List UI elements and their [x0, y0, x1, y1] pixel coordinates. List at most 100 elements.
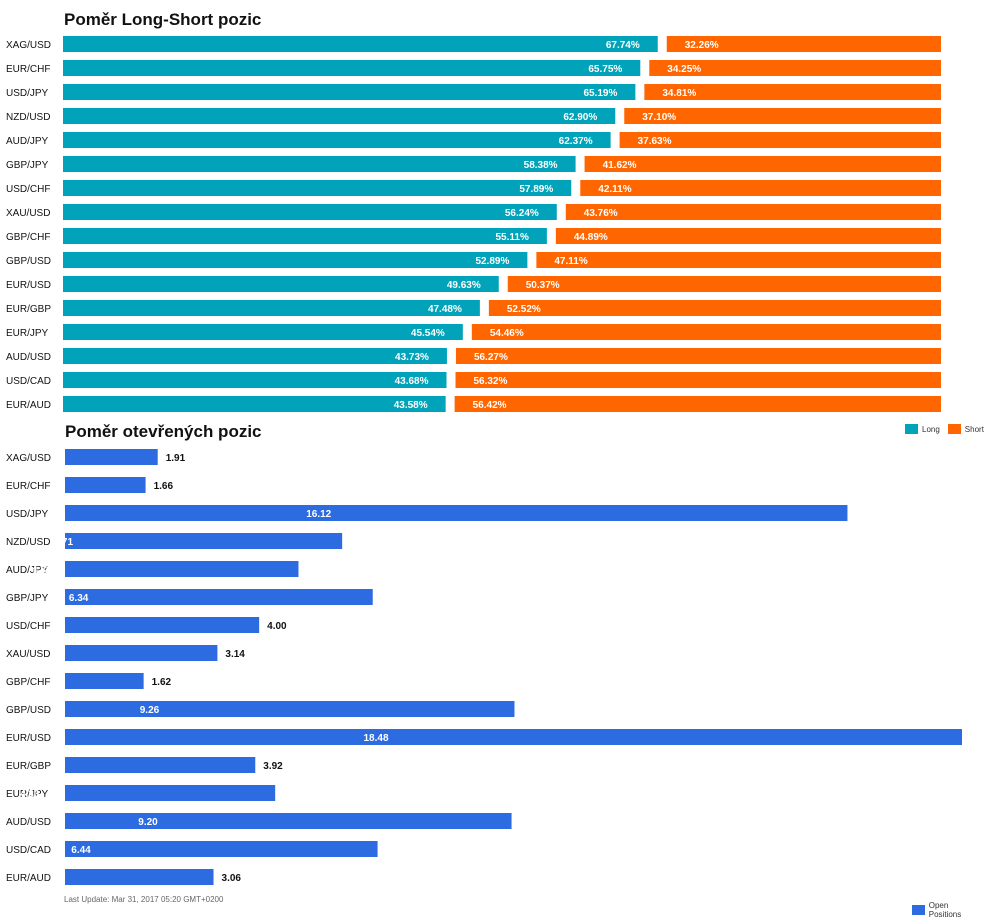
open-positions-value-label: 1.91: [166, 453, 186, 464]
category-label: USD/CHF: [6, 621, 50, 632]
short-bar: [455, 372, 941, 388]
legend-long-label: Long: [922, 424, 940, 434]
open-positions-bar: [65, 673, 144, 689]
long-bar: [63, 228, 547, 244]
open-positions-value-label: 16.12: [306, 509, 331, 520]
long-value-label: 56.24%: [505, 208, 539, 219]
short-value-label: 56.42%: [473, 400, 507, 411]
long-value-label: 67.74%: [606, 40, 640, 51]
category-label: NZD/USD: [6, 537, 50, 548]
category-label: AUD/JPY: [6, 565, 49, 576]
open-positions-bar: [65, 477, 146, 493]
open-positions-bar: [65, 869, 214, 885]
category-label: USD/CAD: [6, 845, 51, 856]
short-value-label: 44.89%: [574, 232, 608, 243]
long-short-legend: Long Short: [905, 424, 990, 434]
long-bar: [63, 132, 611, 148]
category-label: USD/JPY: [6, 88, 49, 99]
open-positions-bar: [65, 533, 343, 549]
category-label: GBP/USD: [6, 256, 51, 267]
open-positions-bar: [65, 561, 299, 577]
open-positions-value-label: 6.34: [69, 593, 89, 604]
category-label: USD/JPY: [6, 509, 49, 520]
category-label: GBP/CHF: [6, 232, 50, 243]
short-value-label: 56.32%: [474, 376, 508, 387]
short-value-label: 32.26%: [685, 40, 719, 51]
long-value-label: 62.37%: [559, 136, 593, 147]
long-value-label: 65.75%: [588, 64, 622, 75]
long-bar: [63, 180, 572, 196]
long-value-label: 45.54%: [411, 328, 445, 339]
open-positions-value-label: 6.44: [71, 845, 91, 856]
open-positions-value-label: 3.14: [225, 649, 245, 660]
short-bar: [580, 180, 941, 196]
short-bar: [619, 132, 941, 148]
open-positions-bar: [65, 645, 218, 661]
long-value-label: 58.38%: [524, 160, 558, 171]
category-label: USD/CAD: [6, 376, 51, 387]
open-positions-legend: Open Positions: [912, 901, 990, 919]
long-short-chart-title: Poměr Long-Short pozic: [64, 10, 262, 29]
long-value-label: 43.73%: [395, 352, 429, 363]
legend-open-label: Open Positions: [928, 901, 962, 919]
category-label: GBP/JPY: [6, 160, 49, 171]
category-label: EUR/AUD: [6, 400, 51, 411]
legend-short-swatch: [947, 424, 961, 434]
open-positions-value-label: 18.48: [364, 733, 389, 744]
open-positions-value-label: 4.81: [32, 565, 52, 576]
short-bar: [565, 204, 941, 220]
open-positions-bar: [65, 505, 848, 521]
long-value-label: 55.11%: [495, 232, 528, 243]
open-positions-value-label: 1.62: [152, 677, 172, 688]
open-positions-value-label: 5.71: [54, 537, 74, 548]
short-value-label: 37.63%: [638, 136, 672, 147]
long-value-label: 52.89%: [475, 256, 509, 267]
long-bar: [63, 324, 463, 340]
open-positions-value-label: 3.06: [222, 873, 242, 884]
short-value-label: 34.81%: [662, 88, 696, 99]
category-label: EUR/AUD: [6, 873, 51, 884]
category-label: GBP/JPY: [6, 593, 49, 604]
open-positions-chart-title: Poměr otevřených pozic: [65, 422, 262, 441]
long-bar: [63, 396, 446, 412]
category-label: GBP/CHF: [6, 677, 50, 688]
short-bar: [644, 84, 941, 100]
legend-short-label: Short: [964, 424, 984, 434]
long-short-chart: XAG/USD 67.74% 32.26% EUR/CHF 65.75% 34.25% US…: [6, 36, 941, 412]
long-value-label: 43.58%: [394, 400, 428, 411]
short-bar: [624, 108, 941, 124]
long-bar: [63, 156, 576, 172]
category-label: NZD/USD: [6, 112, 50, 123]
long-value-label: 47.48%: [428, 304, 462, 315]
category-label: EUR/USD: [6, 733, 51, 744]
short-bar: [454, 396, 941, 412]
short-value-label: 52.52%: [507, 304, 541, 315]
category-label: AUD/USD: [6, 817, 51, 828]
open-positions-bar: [65, 841, 378, 857]
open-positions-bar: [65, 449, 158, 465]
long-bar: [63, 252, 528, 268]
short-value-label: 37.10%: [642, 112, 676, 123]
open-positions-value-label: 3.92: [263, 761, 283, 772]
open-positions-bar: [65, 729, 962, 745]
short-value-label: 43.76%: [584, 208, 618, 219]
short-bar: [555, 228, 941, 244]
long-value-label: 62.90%: [563, 112, 597, 123]
long-bar: [63, 348, 447, 364]
long-bar: [63, 36, 658, 52]
category-label: EUR/USD: [6, 280, 51, 291]
category-label: GBP/USD: [6, 705, 51, 716]
long-bar: [63, 276, 499, 292]
legend-open-swatch: [912, 905, 925, 915]
open-positions-bar: [65, 785, 276, 801]
long-value-label: 65.19%: [583, 88, 617, 99]
short-bar: [666, 36, 941, 52]
short-value-label: 50.37%: [526, 280, 560, 291]
category-label: EUR/JPY: [6, 328, 49, 339]
open-positions-value-label: 9.20: [138, 817, 158, 828]
long-value-label: 49.63%: [447, 280, 481, 291]
category-label: AUD/JPY: [6, 136, 49, 147]
last-update-text: Last Update: Mar 31, 2017 05:20 GMT+0200: [64, 895, 224, 904]
category-label: XAG/USD: [6, 40, 51, 51]
open-positions-value-label: 4.33: [20, 789, 40, 800]
